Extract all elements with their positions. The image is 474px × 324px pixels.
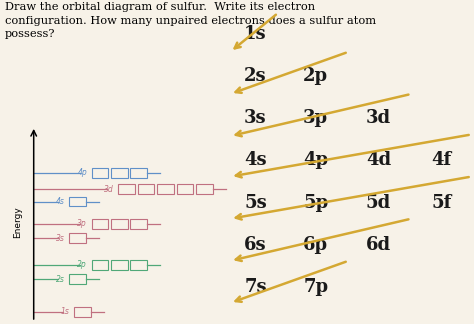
Bar xyxy=(91,219,109,229)
Text: 3s: 3s xyxy=(244,109,267,127)
Text: 1s: 1s xyxy=(61,307,69,316)
Text: 2s: 2s xyxy=(244,67,267,85)
Text: 3s: 3s xyxy=(56,234,65,243)
Bar xyxy=(138,184,155,194)
Text: 5s: 5s xyxy=(244,193,267,212)
Text: 7p: 7p xyxy=(303,278,328,296)
Text: Draw the orbital diagram of sulfur.  Write its electron
configuration. How many : Draw the orbital diagram of sulfur. Writ… xyxy=(5,2,376,39)
Text: 4p: 4p xyxy=(77,168,87,178)
Bar xyxy=(130,219,147,229)
Bar xyxy=(69,197,86,206)
Text: 2s: 2s xyxy=(56,275,65,284)
Text: 3p: 3p xyxy=(77,219,87,228)
Text: 3d: 3d xyxy=(104,185,114,194)
Text: 5d: 5d xyxy=(366,193,391,212)
Bar xyxy=(91,260,109,270)
Text: 4d: 4d xyxy=(366,151,391,169)
Text: 3d: 3d xyxy=(366,109,391,127)
Text: 5p: 5p xyxy=(303,193,328,212)
Text: 5f: 5f xyxy=(431,193,452,212)
Text: 2p: 2p xyxy=(77,260,87,269)
Text: 4s: 4s xyxy=(56,197,65,206)
Bar xyxy=(196,184,213,194)
Bar xyxy=(111,219,128,229)
Text: 7s: 7s xyxy=(244,278,267,296)
Bar xyxy=(130,260,147,270)
Text: 4f: 4f xyxy=(431,151,451,169)
Text: 4p: 4p xyxy=(303,151,328,169)
Text: 6s: 6s xyxy=(244,236,267,254)
Bar xyxy=(69,274,86,284)
Bar xyxy=(111,260,128,270)
Bar xyxy=(176,184,193,194)
Bar xyxy=(130,168,147,178)
Text: 3p: 3p xyxy=(303,109,328,127)
Text: 6p: 6p xyxy=(303,236,328,254)
Text: 2p: 2p xyxy=(303,67,328,85)
Bar xyxy=(118,184,135,194)
Bar xyxy=(111,168,128,178)
Text: 1s: 1s xyxy=(244,25,267,43)
Bar xyxy=(157,184,174,194)
Text: 4s: 4s xyxy=(244,151,267,169)
Bar xyxy=(91,168,109,178)
Text: 6d: 6d xyxy=(366,236,391,254)
Bar xyxy=(69,233,86,243)
Text: Energy: Energy xyxy=(14,206,23,238)
Bar xyxy=(74,307,91,317)
